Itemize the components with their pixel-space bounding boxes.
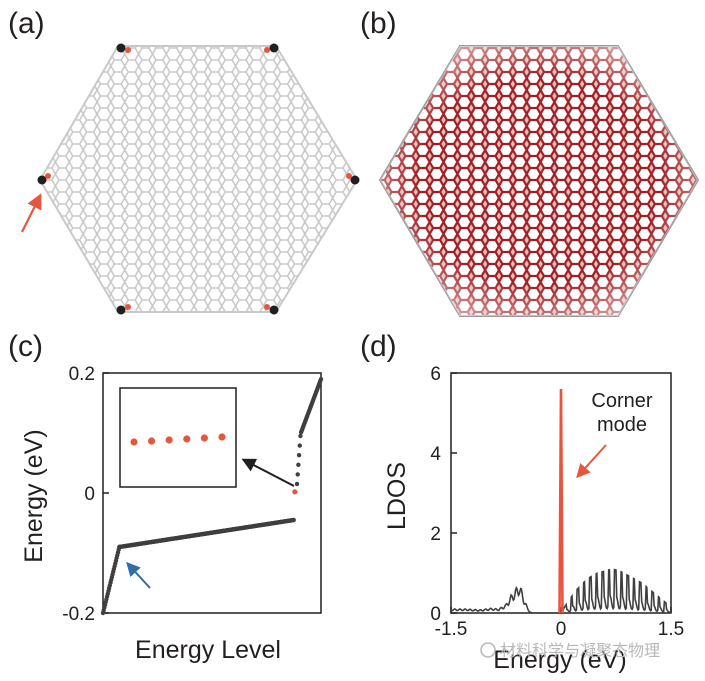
corner-hotspot — [264, 47, 270, 53]
corner-hotspot — [346, 173, 352, 179]
lattice-b — [378, 45, 700, 317]
energy-point — [297, 443, 302, 448]
x-tick-label: -1.5 — [435, 619, 468, 640]
x-tick-label: 1.5 — [658, 619, 684, 640]
corner-hotspot — [125, 47, 131, 53]
x-tick-label: 0 — [556, 619, 567, 640]
y-axis-ticks-d: 0 2 4 6 — [430, 364, 457, 625]
panel-label-b: (b) — [360, 7, 397, 40]
annotation-mode: mode — [597, 414, 647, 436]
chart-c: 0.2 0 -0.2 Energy (eV) Energy Level — [20, 364, 324, 664]
y-tick-label: 2 — [430, 524, 441, 545]
x-axis-title-d: Energy (eV) — [493, 646, 626, 674]
corner-hotspot — [45, 173, 51, 179]
watermark: 材料科学与凝聚态物理 — [480, 641, 660, 660]
corner-hotspot — [125, 304, 131, 310]
energy-points — [100, 376, 324, 616]
inset-box — [119, 387, 237, 488]
inset-arrow — [241, 458, 295, 487]
corner-hotspots-a — [37, 43, 360, 315]
corner-hotspot — [264, 304, 270, 310]
watermark-icon — [480, 642, 496, 658]
corner-hotspot — [37, 175, 47, 185]
y-tick-label: 0.2 — [69, 364, 95, 385]
x-axis-title-c: Energy Level — [135, 636, 281, 664]
lattice-a — [21, 43, 360, 315]
series-corner-mode — [558, 388, 564, 614]
x-axis-ticks-d: -1.5 0 1.5 — [435, 607, 684, 640]
y-tick-label: 0 — [84, 484, 95, 505]
watermark-text: 材料科学与凝聚态物理 — [500, 641, 660, 660]
inset-points — [130, 433, 226, 446]
energy-point — [296, 462, 301, 467]
hexagonal-flake-a — [38, 45, 359, 313]
inset-point — [183, 435, 191, 443]
y-tick-label: -0.2 — [62, 604, 95, 625]
y-axis-title-d: LDOS — [383, 462, 411, 530]
annotation-corner: Corner — [591, 390, 652, 412]
inset-point — [218, 433, 226, 441]
energy-point — [294, 481, 300, 487]
corner-hotspot — [269, 305, 279, 315]
panel-label-c: (c) — [8, 330, 43, 363]
corner-mode-arrow — [576, 444, 607, 479]
inset-point — [165, 436, 173, 444]
energy-point — [291, 517, 296, 523]
y-tick-label: 4 — [430, 444, 441, 465]
edge-fade-b — [380, 46, 698, 316]
corner-hotspot — [350, 175, 360, 185]
inset-point — [148, 437, 156, 445]
series-bulk-ldos — [450, 568, 672, 614]
y-tick-label: 6 — [430, 364, 441, 385]
y-tick-label: 0 — [430, 604, 441, 625]
energy-point — [318, 376, 324, 382]
energy-point — [296, 453, 302, 458]
corner-hotspot — [116, 43, 126, 53]
y-axis-title-c: Energy (eV) — [20, 429, 48, 562]
corner-hotspot — [269, 43, 279, 53]
inset-point — [200, 434, 208, 442]
inset-point — [130, 438, 138, 446]
kink-arrow — [126, 561, 151, 589]
energy-point — [295, 472, 300, 477]
ldos-series — [450, 388, 672, 614]
panel-label-d: (d) — [360, 330, 397, 363]
corner-arrow — [21, 193, 42, 233]
corner-mode-point — [292, 489, 298, 495]
energy-point — [298, 433, 303, 439]
y-axis-ticks-c: 0.2 0 -0.2 — [62, 364, 109, 625]
corner-hotspot — [116, 305, 126, 315]
panel-label-a: (a) — [8, 7, 45, 40]
